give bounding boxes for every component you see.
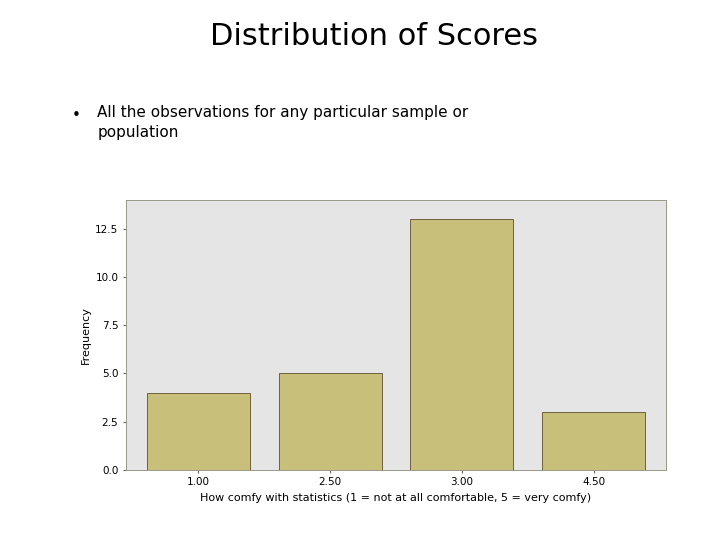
Text: All the observations for any particular sample or
population: All the observations for any particular … <box>97 105 469 140</box>
Bar <box>542 412 645 470</box>
X-axis label: How comfy with statistics (1 = not at all comfortable, 5 = very comfy): How comfy with statistics (1 = not at al… <box>200 493 592 503</box>
Bar <box>147 393 250 470</box>
Bar <box>279 373 382 470</box>
Text: Distribution of Scores: Distribution of Scores <box>210 22 539 51</box>
Y-axis label: Frequency: Frequency <box>81 306 91 364</box>
Bar <box>410 219 513 470</box>
Text: •: • <box>72 108 81 123</box>
